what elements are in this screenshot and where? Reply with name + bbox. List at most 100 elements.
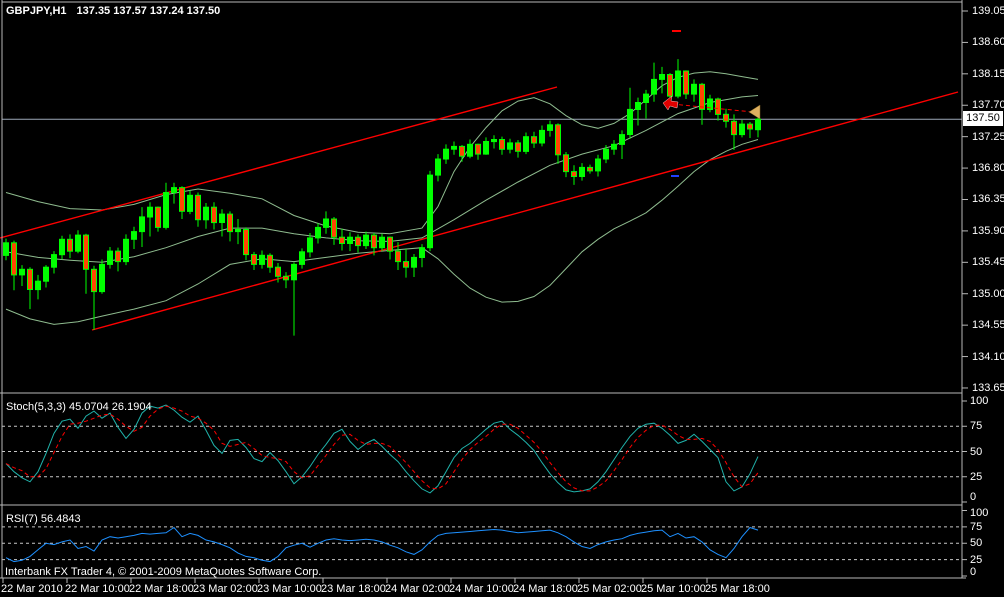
candle-bull — [755, 118, 761, 131]
candle-bull — [51, 254, 57, 268]
price-axis-label: 134.55 — [972, 319, 1004, 332]
candle-bull — [491, 139, 497, 143]
candle-bull — [411, 256, 417, 268]
candle-bear — [227, 213, 233, 233]
candle-bear — [275, 266, 281, 277]
price-axis-label: 135.90 — [972, 224, 1004, 237]
candle-bull — [419, 247, 425, 258]
candle-bear — [731, 120, 737, 136]
candle-bull — [347, 236, 353, 244]
indicator-axis-label: 100 — [970, 507, 989, 519]
candle-bull — [307, 237, 313, 253]
candle-bull — [523, 136, 529, 152]
candle-bull — [659, 74, 665, 80]
candle-bull — [691, 83, 697, 95]
candle-bull — [579, 166, 585, 177]
candle-bull — [451, 145, 457, 150]
candle-bull — [547, 124, 553, 131]
time-axis-label: 24 Mar 02:00 — [385, 583, 450, 595]
time-axis-label: 24 Mar 18:00 — [513, 583, 578, 595]
candle-bull — [443, 148, 449, 160]
candle-bear — [403, 261, 409, 268]
object-red-arrow-marker — [662, 95, 679, 111]
trendline-channel-upper — [0, 86, 558, 239]
candle-bear — [667, 74, 673, 97]
candle-bull — [99, 263, 105, 293]
candle-bear — [515, 142, 521, 152]
time-axis-label: 22 Mar 10:00 — [65, 583, 130, 595]
candle-bear — [531, 136, 537, 144]
price-axis-label: 137.25 — [972, 130, 1004, 143]
candle-bull — [363, 234, 369, 247]
time-axis-label: 25 Mar 18:00 — [705, 583, 770, 595]
candle-bear — [571, 171, 577, 178]
indicator-axis-label: 25 — [970, 470, 983, 483]
price-axis-label: 133.65 — [972, 381, 1004, 394]
candle-bear — [747, 123, 753, 130]
rsi-line — [5, 526, 759, 563]
candle-bear — [115, 250, 121, 263]
candle-bull — [627, 108, 633, 136]
candle-bear — [355, 236, 361, 247]
candle-bull — [171, 187, 177, 194]
candle-bull — [75, 234, 81, 252]
time-axis-label: 25 Mar 02:00 — [577, 583, 642, 595]
indicator-axis-label: 50 — [970, 537, 983, 550]
object-pointer-triangle — [748, 104, 761, 120]
candle-bear — [283, 275, 289, 281]
candle-bear — [699, 83, 705, 110]
ohlc-quote-label: 137.35 137.57 137.24 137.50 — [76, 5, 221, 17]
price-axis-label: 138.60 — [972, 36, 1004, 49]
candle-bull — [539, 129, 545, 144]
time-axis-label: 22 Mar 2010 — [1, 583, 63, 595]
candle-bear — [555, 124, 561, 156]
trendline-channel-lower — [91, 91, 959, 331]
candle-bull — [19, 268, 25, 276]
candle-bear — [243, 229, 249, 256]
candle-bull — [739, 123, 745, 136]
price-axis-label: 135.45 — [972, 256, 1004, 269]
candle-bear — [179, 187, 185, 212]
candle-bear — [563, 154, 569, 173]
price-axis-label: 136.35 — [972, 193, 1004, 206]
candle-bull — [139, 216, 145, 233]
candle-bull — [203, 206, 209, 221]
candle-bull — [107, 250, 113, 265]
candle-bull — [235, 229, 241, 233]
bollinger-lower-band — [5, 139, 759, 325]
candle-bull — [435, 158, 441, 176]
candle-bull — [3, 242, 9, 256]
candle-bull — [507, 142, 513, 150]
candle-bull — [315, 226, 321, 239]
time-axis-label: 22 Mar 18:00 — [129, 583, 194, 595]
candle-bull — [603, 148, 609, 160]
candle-bull — [483, 141, 489, 155]
candle-bull — [163, 192, 169, 228]
candle-bull — [187, 194, 193, 212]
indicator-axis-label: 100 — [970, 395, 989, 407]
time-axis-label: 25 Mar 10:00 — [641, 583, 706, 595]
candle-bull — [35, 280, 41, 291]
rsi-indicator-label: RSI(7) 56.4843 — [6, 513, 81, 525]
candle-bull — [611, 143, 617, 150]
current-price-badge: 137.50 — [963, 111, 1003, 126]
indicator-axis-label: 50 — [970, 445, 983, 458]
candle-bear — [339, 236, 345, 244]
candle-bull — [291, 263, 297, 281]
candle-bear — [499, 139, 505, 150]
indicator-axis-label: 75 — [970, 520, 983, 533]
chart-title: GBPJPY,H1 137.35 137.57 137.24 137.50 — [6, 5, 220, 17]
price-axis-label: 136.80 — [972, 162, 1004, 175]
candle-bull — [123, 238, 129, 263]
candle-bull — [635, 102, 641, 110]
candle-bear — [683, 70, 689, 95]
stochastic-d-line — [5, 405, 759, 492]
candle-bear — [83, 234, 89, 270]
candle-bull — [467, 143, 473, 157]
candle-bull — [379, 236, 385, 249]
candle-bull — [427, 174, 433, 249]
candle-bull — [323, 218, 329, 228]
candle-bear — [11, 242, 17, 276]
price-axis-label: 135.00 — [972, 287, 1004, 300]
